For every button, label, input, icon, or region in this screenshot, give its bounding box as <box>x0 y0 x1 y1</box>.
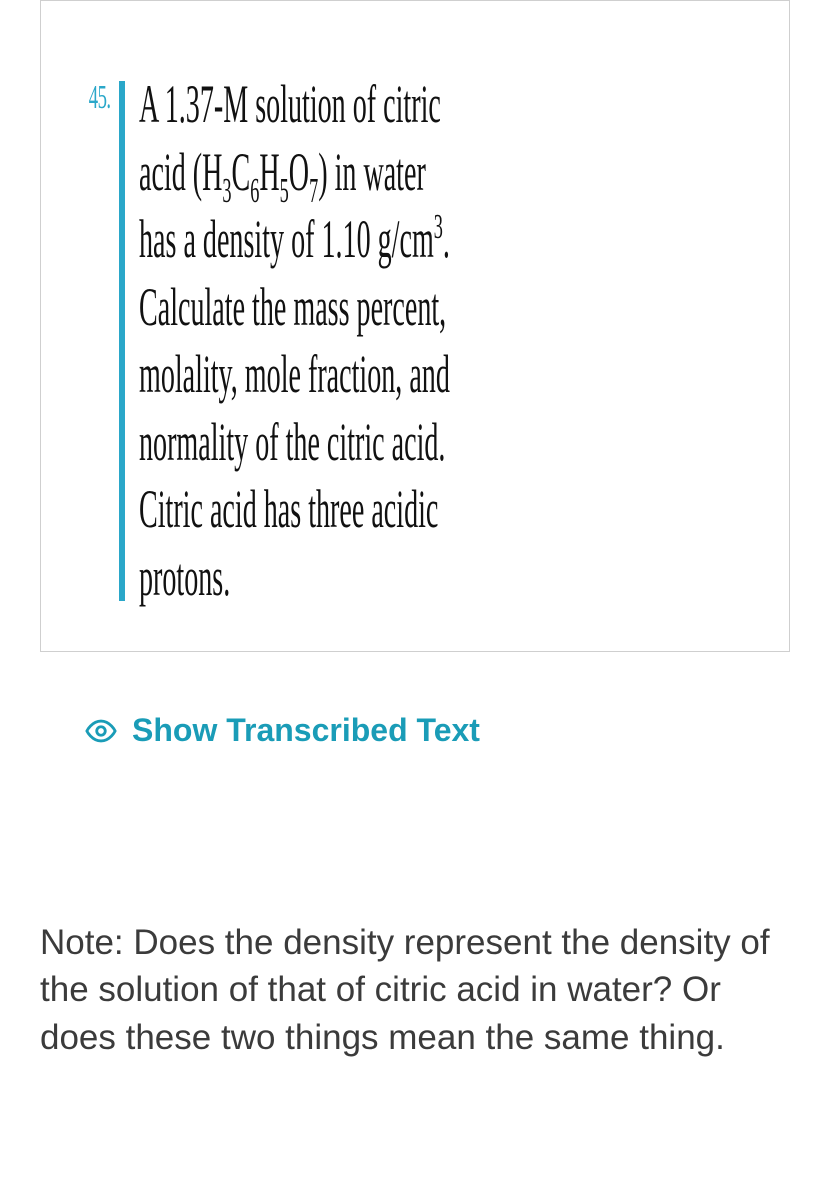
note-text: Note: Does the density represent the den… <box>40 919 790 1061</box>
show-transcribed-button[interactable]: Show Transcribed Text <box>40 712 790 749</box>
question-inner: 45. A 1.37-M solution of citric acid (H3… <box>71 31 759 611</box>
question-box: 45. A 1.37-M solution of citric acid (H3… <box>40 0 790 652</box>
accent-bar <box>119 81 125 601</box>
show-transcribed-label: Show Transcribed Text <box>132 712 480 749</box>
question-number: 45. <box>89 31 111 611</box>
eye-icon <box>84 714 118 748</box>
question-text: A 1.37-M solution of citric acid (H3C6H5… <box>139 31 462 611</box>
page-root: 45. A 1.37-M solution of citric acid (H3… <box>0 0 830 1204</box>
